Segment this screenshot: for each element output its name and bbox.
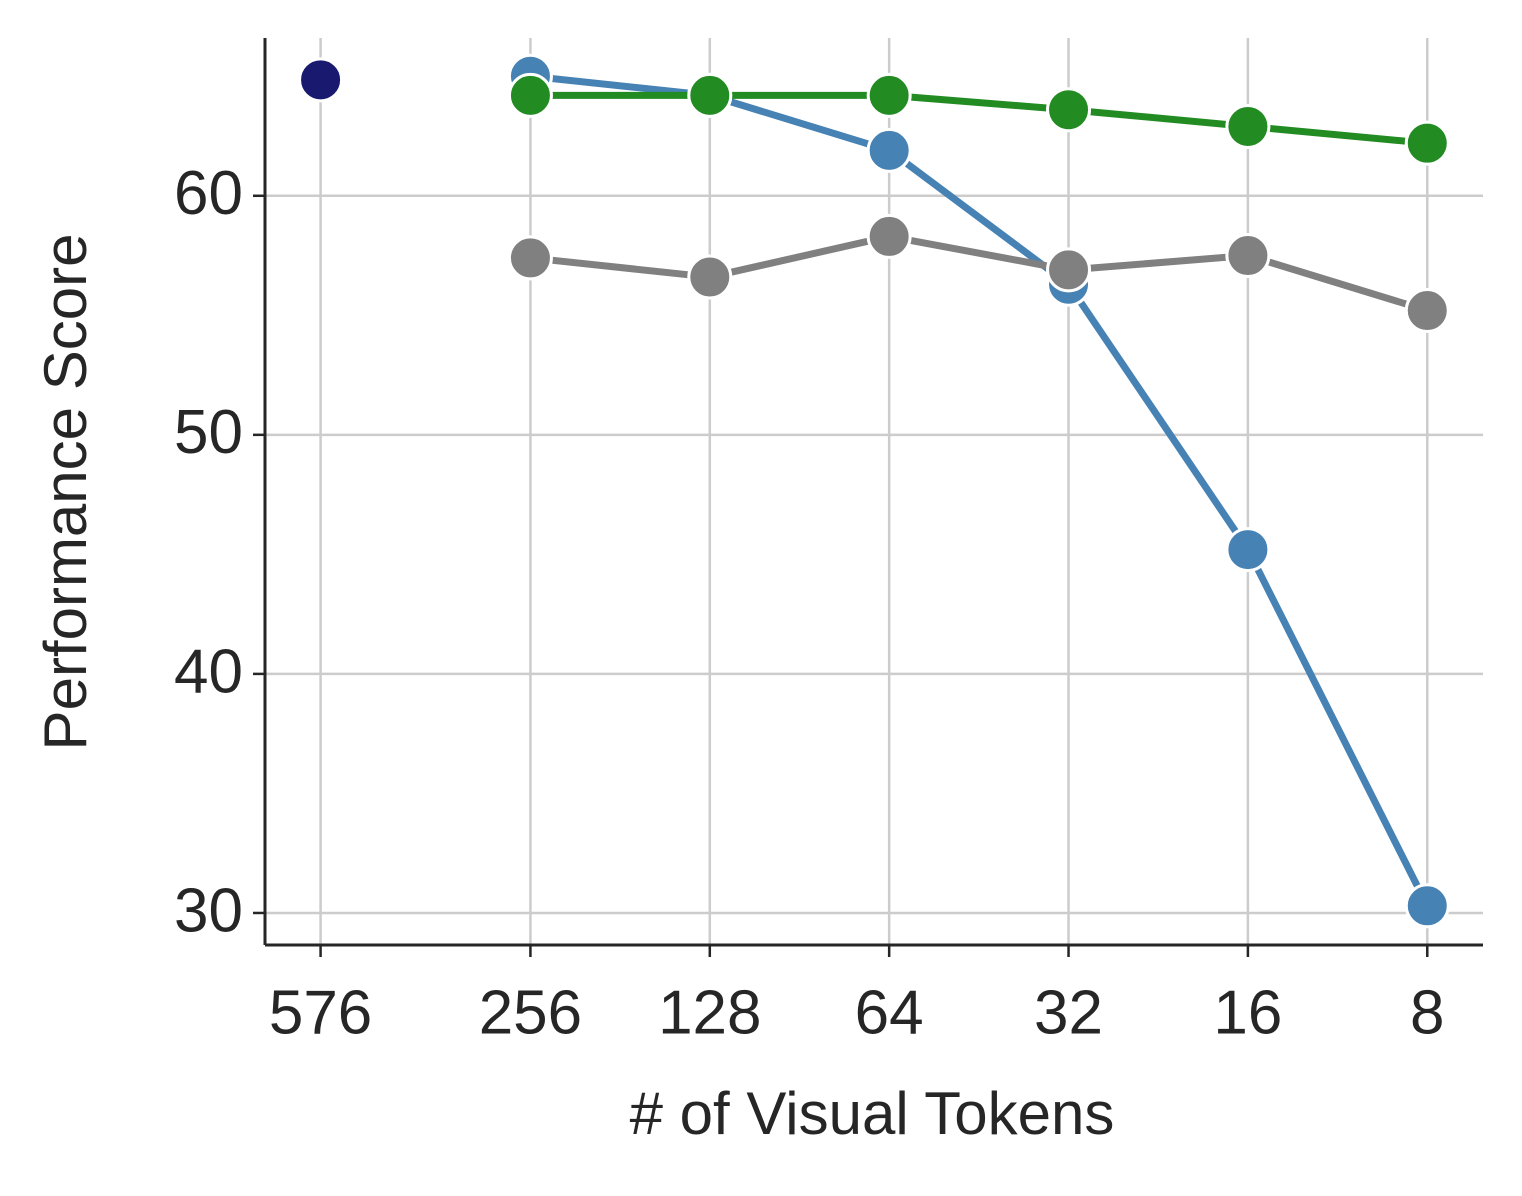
point xyxy=(1225,233,1271,279)
point xyxy=(1046,87,1092,133)
x-axis-label: # of Visual Tokens xyxy=(630,1080,1115,1147)
point xyxy=(1225,103,1271,149)
grid xyxy=(265,38,1483,945)
y-tick-label: 60 xyxy=(174,159,243,228)
point xyxy=(687,254,733,300)
series-line xyxy=(530,232,1429,314)
point xyxy=(1404,288,1450,334)
point xyxy=(298,57,344,103)
point xyxy=(1404,883,1450,929)
y-tick-label: 40 xyxy=(174,637,243,706)
x-tick-label: 128 xyxy=(658,978,761,1047)
x-tick-label: 32 xyxy=(1034,978,1103,1047)
x-tick-label: 64 xyxy=(855,978,924,1047)
series-line xyxy=(530,91,1428,147)
x-tick-label: 576 xyxy=(269,978,372,1047)
point xyxy=(507,235,553,281)
x-tick-label: 16 xyxy=(1213,978,1282,1047)
series-line xyxy=(530,72,1431,908)
point xyxy=(1404,120,1450,166)
x-tick-label: 8 xyxy=(1410,978,1444,1047)
point xyxy=(687,72,733,118)
point xyxy=(1046,247,1092,293)
point xyxy=(866,127,912,173)
y-tick-label: 30 xyxy=(174,876,243,945)
point xyxy=(866,213,912,259)
y-tick-label: 50 xyxy=(174,398,243,467)
point xyxy=(1225,527,1271,573)
point xyxy=(507,72,553,118)
point xyxy=(866,72,912,118)
y-axis-label: Performance Score xyxy=(32,234,99,751)
x-tick-label: 256 xyxy=(479,978,582,1047)
